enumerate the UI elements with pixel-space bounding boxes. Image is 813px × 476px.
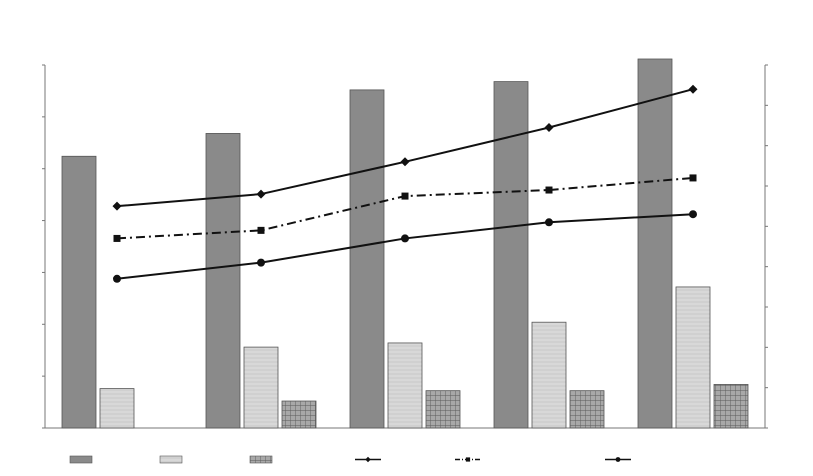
legend-swatch <box>159 455 183 464</box>
line-point <box>545 186 553 194</box>
legend-item <box>69 455 93 464</box>
bar <box>713 384 749 429</box>
legend-marker <box>365 456 371 463</box>
series-line <box>116 176 694 240</box>
bar <box>531 321 567 429</box>
legend-item <box>355 456 381 463</box>
line-point <box>113 274 121 283</box>
line-point <box>688 84 698 94</box>
bar <box>675 286 711 429</box>
line-point <box>257 258 265 267</box>
legend-item <box>605 457 631 462</box>
line-point <box>689 174 697 182</box>
legend-marker <box>465 457 471 462</box>
legend-item <box>159 455 183 464</box>
line-point <box>257 226 265 234</box>
line-point <box>401 192 409 200</box>
bar <box>99 388 135 429</box>
line-point <box>400 157 410 167</box>
bar <box>281 400 317 429</box>
bar <box>349 89 385 429</box>
series-line <box>116 213 694 280</box>
bar <box>205 133 241 429</box>
legend-swatch <box>69 455 93 464</box>
right-axis <box>764 64 768 429</box>
bar <box>61 155 97 429</box>
bar <box>569 390 605 429</box>
series-line <box>116 88 694 208</box>
legend-item <box>455 457 481 462</box>
legend-marker <box>615 457 621 462</box>
line-point <box>113 234 121 242</box>
legend-item <box>249 455 273 464</box>
line-point <box>689 210 697 219</box>
line-point <box>256 189 266 199</box>
line-point <box>112 201 122 211</box>
bar <box>387 342 423 429</box>
line-point <box>401 234 409 243</box>
bar <box>637 58 673 429</box>
line-point <box>545 218 553 227</box>
bars <box>61 58 749 429</box>
bar <box>425 390 461 429</box>
legend <box>69 455 631 464</box>
line-point <box>544 123 554 133</box>
lines <box>112 84 698 283</box>
legend-swatch <box>249 455 273 464</box>
bar <box>243 346 279 429</box>
